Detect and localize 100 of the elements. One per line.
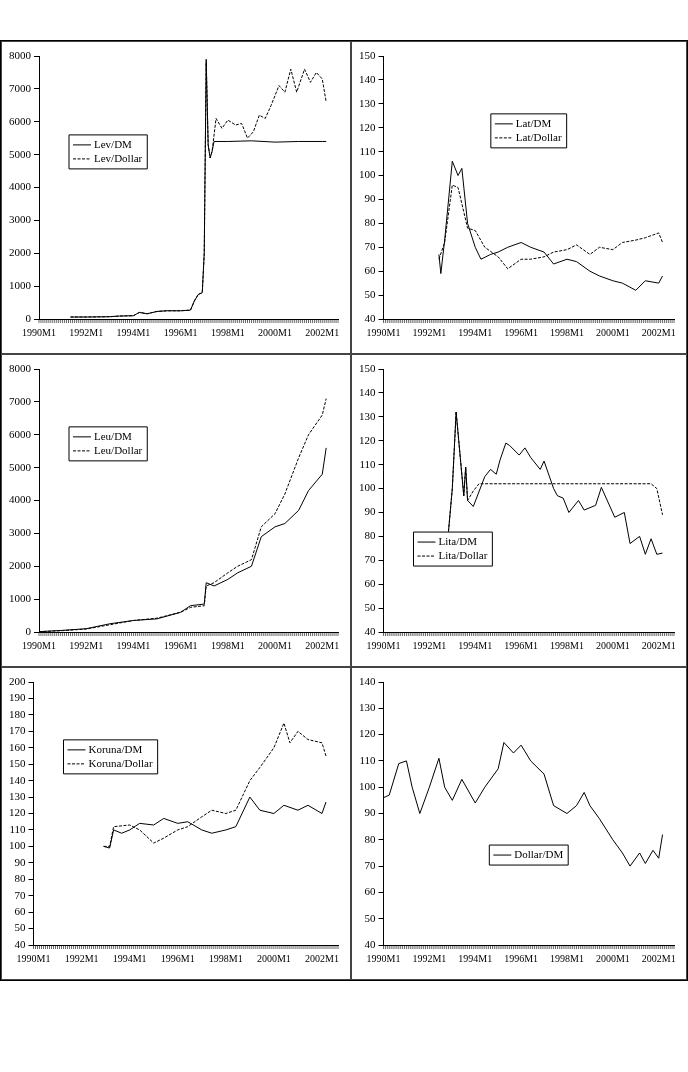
y-tick-label: 200 (9, 674, 26, 687)
x-tick-label: 1990M1 (366, 326, 401, 338)
y-tick-label: 140 (359, 674, 376, 687)
x-tick-label: 1996M1 (504, 952, 539, 964)
x-tick-label: 2000M1 (256, 952, 291, 964)
y-tick-label: 0 (25, 311, 32, 324)
legend-label: Koruna/Dollar (88, 756, 153, 769)
y-tick-label: 110 (359, 753, 376, 766)
x-tick-label: 1996M1 (163, 326, 198, 338)
y-tick-label: 140 (9, 773, 26, 786)
x-tick-label: 1996M1 (160, 952, 195, 964)
legend-label: Lev/Dollar (94, 151, 143, 164)
y-tick-label: 80 (364, 216, 376, 229)
legend-label: Lev/DM (94, 137, 133, 150)
y-tick-label: 3000 (9, 213, 32, 226)
x-tick-label: 2000M1 (258, 639, 293, 651)
legend-label: Dollar/DM (514, 847, 564, 860)
y-tick-label: 150 (9, 757, 26, 770)
y-tick-label: 80 (364, 529, 376, 542)
x-tick-label: 1994M1 (458, 952, 493, 964)
x-tick-label: 1994M1 (116, 639, 151, 651)
y-tick-label: 120 (359, 727, 376, 740)
y-tick-label: 4000 (9, 493, 32, 506)
y-tick-label: 110 (359, 144, 376, 157)
y-tick-label: 40 (364, 937, 376, 950)
y-tick-label: 8000 (9, 361, 32, 374)
y-tick-label: 40 (14, 937, 26, 950)
y-tick-label: 40 (364, 311, 376, 324)
x-tick-label: 1994M1 (458, 639, 493, 651)
y-tick-label: 90 (364, 192, 376, 205)
x-tick-label: 2002M1 (641, 952, 676, 964)
y-tick-label: 4000 (9, 180, 32, 193)
x-tick-label: 2002M1 (641, 639, 676, 651)
y-tick-label: 130 (9, 789, 26, 802)
x-tick-label: 1992M1 (412, 952, 447, 964)
y-tick-label: 130 (359, 701, 376, 714)
y-tick-label: 2000 (9, 559, 32, 572)
x-tick-label: 1990M1 (366, 952, 401, 964)
x-tick-label: 1998M1 (550, 326, 584, 338)
y-tick-label: 5000 (9, 147, 32, 160)
y-tick-label: 120 (359, 120, 376, 133)
y-tick-label: 50 (364, 287, 376, 300)
legend-label: Leu/Dollar (94, 443, 143, 456)
x-tick-label: 1990M1 (22, 326, 56, 338)
x-tick-label: 2000M1 (258, 326, 293, 338)
x-tick-label: 1990M1 (366, 639, 401, 651)
x-tick-label: 2000M1 (595, 326, 630, 338)
y-tick-label: 1000 (9, 279, 32, 292)
y-tick-label: 70 (364, 553, 376, 566)
x-tick-label: 1992M1 (64, 952, 99, 964)
x-tick-label: 1994M1 (112, 952, 147, 964)
x-tick-label: 2000M1 (595, 952, 630, 964)
x-tick-label: 1994M1 (458, 326, 493, 338)
y-tick-label: 150 (359, 361, 376, 374)
y-tick-label: 7000 (9, 81, 32, 94)
y-tick-label: 7000 (9, 394, 32, 407)
y-tick-label: 50 (14, 921, 26, 934)
y-tick-label: 6000 (9, 114, 32, 127)
y-tick-label: 8000 (9, 48, 32, 61)
y-tick-label: 130 (359, 409, 376, 422)
y-tick-label: 120 (359, 433, 376, 446)
y-tick-label: 100 (9, 839, 26, 852)
x-tick-label: 2002M1 (305, 326, 340, 338)
y-tick-label: 80 (14, 872, 26, 885)
x-tick-label: 2002M1 (305, 952, 339, 964)
legend-label: Lat/Dollar (515, 130, 562, 143)
y-tick-label: 0 (25, 624, 32, 637)
y-tick-label: 110 (359, 457, 376, 470)
y-tick-label: 90 (364, 806, 376, 819)
y-tick-label: 190 (9, 691, 26, 704)
x-tick-label: 2000M1 (595, 639, 630, 651)
y-tick-label: 70 (364, 858, 376, 871)
y-tick-label: 140 (359, 385, 376, 398)
x-tick-label: 1996M1 (504, 326, 539, 338)
y-tick-label: 130 (359, 96, 376, 109)
x-tick-label: 1998M1 (210, 639, 245, 651)
x-tick-label: 1994M1 (116, 326, 151, 338)
y-tick-label: 180 (9, 707, 26, 720)
y-tick-label: 70 (364, 240, 376, 253)
y-tick-label: 60 (14, 905, 26, 918)
x-tick-label: 1990M1 (22, 639, 56, 651)
y-tick-label: 100 (359, 780, 376, 793)
y-tick-label: 120 (9, 806, 26, 819)
x-tick-label: 1992M1 (412, 639, 447, 651)
y-tick-label: 100 (359, 481, 376, 494)
x-tick-label: 1998M1 (550, 952, 584, 964)
x-tick-label: 1992M1 (412, 326, 447, 338)
y-tick-label: 6000 (9, 427, 32, 440)
x-tick-label: 1990M1 (16, 952, 51, 964)
y-tick-label: 60 (364, 264, 376, 277)
x-tick-label: 1998M1 (550, 639, 584, 651)
y-tick-label: 70 (14, 888, 26, 901)
legend-label: Leu/DM (94, 429, 133, 442)
legend-label: Lita/Dollar (438, 548, 488, 561)
legend-label: Koruna/DM (88, 742, 143, 755)
y-tick-label: 60 (364, 577, 376, 590)
x-tick-label: 1996M1 (504, 639, 539, 651)
x-tick-label: 1996M1 (163, 639, 198, 651)
y-tick-label: 150 (359, 48, 376, 61)
y-tick-label: 160 (9, 740, 26, 753)
